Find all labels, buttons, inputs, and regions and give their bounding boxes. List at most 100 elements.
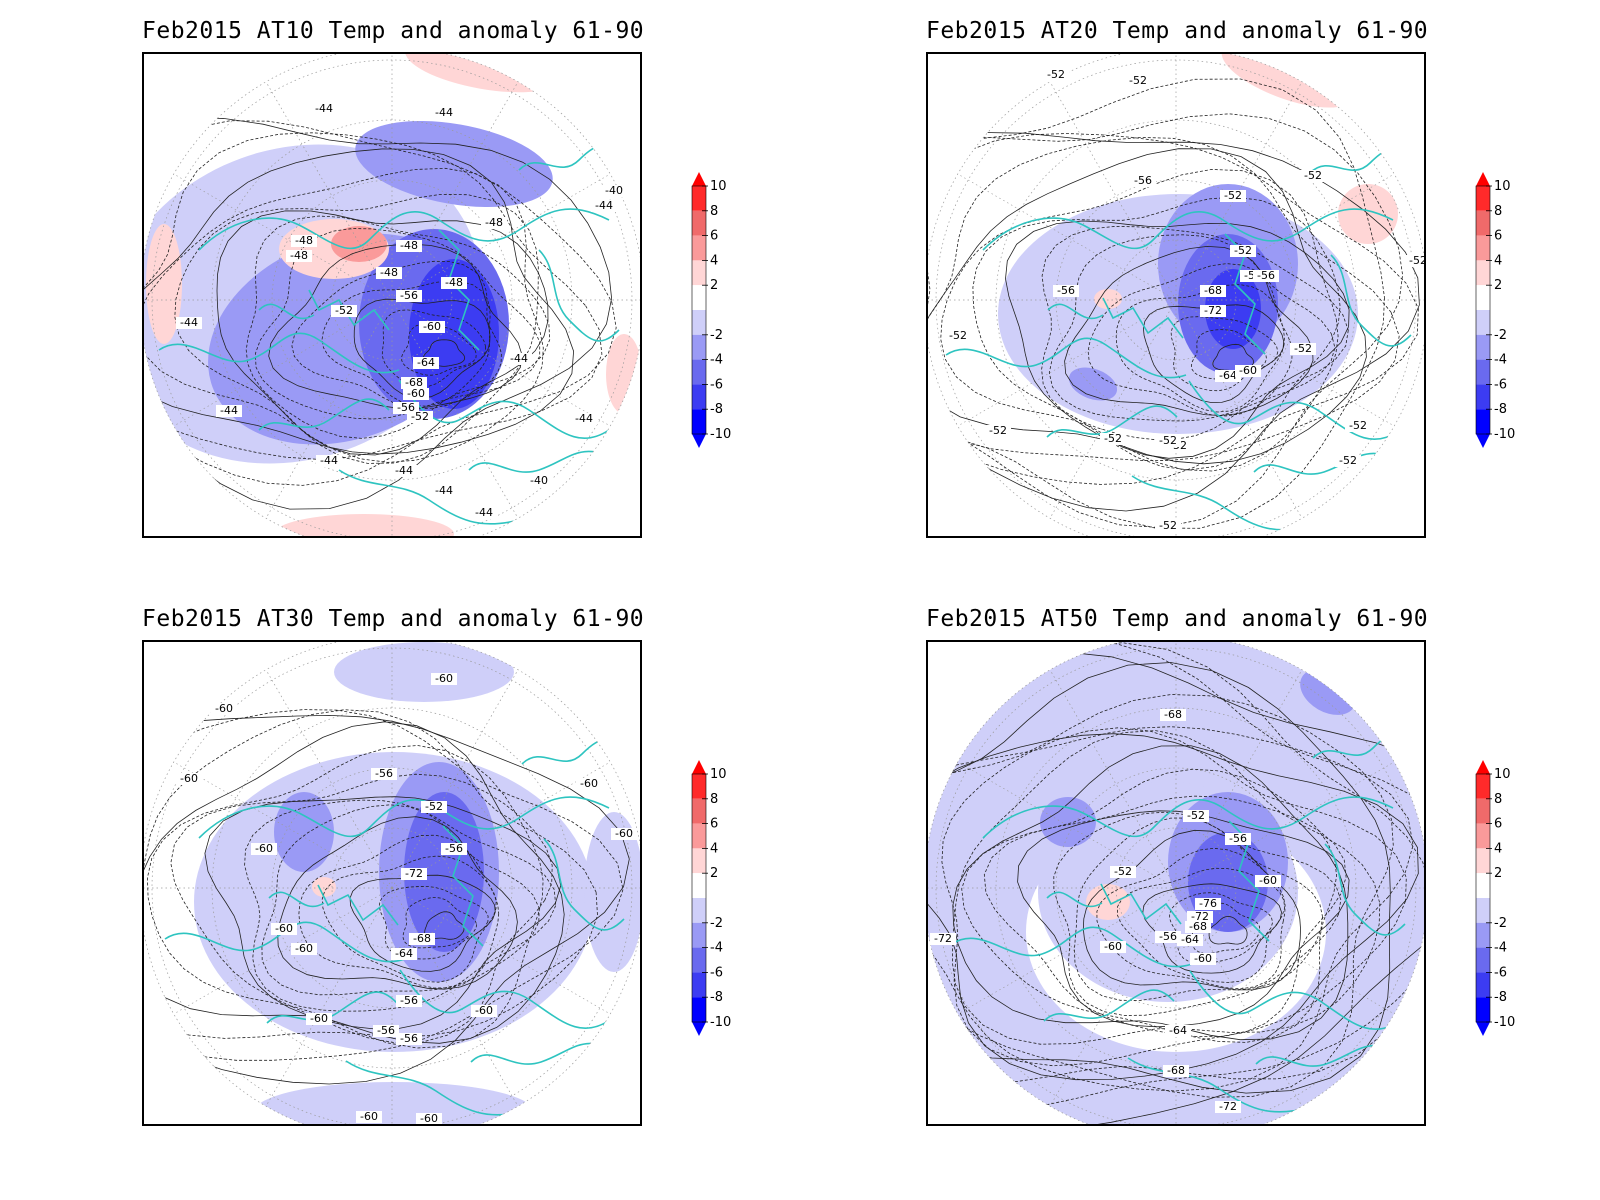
meridian xyxy=(391,761,611,889)
colorbar-tick-label: -4 xyxy=(1494,941,1507,956)
colorbar-segment xyxy=(692,997,706,1022)
contour-label: -56 xyxy=(373,1024,399,1037)
contour-label-text: -40 xyxy=(605,184,623,197)
contour-label-text: -44 xyxy=(595,199,613,212)
colorbar-tick-label: 8 xyxy=(710,792,718,807)
colorbar-segment xyxy=(1476,848,1490,874)
coastline xyxy=(470,1042,622,1065)
temperature-contour xyxy=(928,694,1394,1098)
contour-label-text: -48 xyxy=(485,216,503,229)
colorbar-tick-label: -2 xyxy=(1494,328,1507,343)
panel-title: Feb2015 AT20 Temp and anomaly 61-90 xyxy=(926,18,1429,44)
coastline xyxy=(442,825,484,947)
colorbar-segment xyxy=(1476,922,1490,948)
contour-label-text: -68 xyxy=(413,932,431,945)
contour-label: -52 xyxy=(1300,169,1326,182)
coastline xyxy=(982,796,1394,839)
contour-label-text: -56 xyxy=(397,401,415,414)
coastline xyxy=(543,838,625,931)
meridian xyxy=(1049,887,1177,1107)
contour-label-text: -52 xyxy=(411,410,429,423)
colorbar-segment xyxy=(1476,210,1490,236)
coastline xyxy=(1189,970,1401,1031)
colorbar-segment xyxy=(692,898,706,923)
colorbar-tick-label: -6 xyxy=(710,965,723,980)
coastline xyxy=(317,884,399,926)
contour-label-text: -40 xyxy=(530,474,548,487)
contour-label-text: -52 xyxy=(1224,189,1242,202)
contour-label: -48 xyxy=(376,266,402,279)
anomaly-area xyxy=(355,120,553,208)
colorbar-tick-label: 10 xyxy=(710,767,727,782)
contour-label: -72 xyxy=(401,867,427,880)
coastline xyxy=(1100,883,1182,925)
contour-label: -56 xyxy=(1253,269,1279,282)
colorbar-tick-label: 4 xyxy=(1494,841,1502,856)
polar-map: -52 -52 -52 -52 -52 -56 -52 -52 -56 -68 -72 -64-60 -… xyxy=(926,52,1426,538)
meridian xyxy=(391,669,519,889)
colorbar-segment xyxy=(692,384,706,410)
colorbar-segment xyxy=(1476,310,1490,335)
temperature-contour xyxy=(401,323,477,376)
coastline xyxy=(266,991,398,1024)
colorbar-tick-label: -2 xyxy=(710,916,723,931)
contour-label: -56 xyxy=(441,842,467,855)
contour-label: -52 xyxy=(1043,68,1069,81)
colorbar-segment xyxy=(1476,972,1490,998)
meridian xyxy=(391,173,611,301)
colorbar-segment xyxy=(1476,359,1490,385)
polar-map: -68 -52 -56 -60 -52 -56 -60 -76 -72 -68 -64 -60 -64-… xyxy=(926,640,1426,1126)
temperature-contour xyxy=(928,662,1391,1094)
colorbar-segment xyxy=(1476,384,1490,410)
polar-map: -44 -44 -44 -44 -44 -44 -44 -44 -44 -40 -40 -44 -48-… xyxy=(142,52,642,538)
contour-label: -64 xyxy=(413,356,439,369)
latitude-circle xyxy=(271,767,513,1009)
contour-label: -64 xyxy=(1215,369,1241,382)
colorbar-tick-label: 4 xyxy=(710,841,718,856)
contour-label: -52 xyxy=(1125,74,1151,87)
colorbar-arrow-top xyxy=(692,172,706,186)
temperature-contour xyxy=(144,721,565,1044)
contour-label-text: -60 xyxy=(420,1112,438,1124)
colorbar-outline xyxy=(1475,185,1491,435)
colorbar-segment xyxy=(692,210,706,236)
colorbar-tick-label: 6 xyxy=(710,817,718,832)
contour-label: -60 xyxy=(251,842,277,855)
colorbar-tick-label: 8 xyxy=(1494,792,1502,807)
colorbar-segment xyxy=(692,285,706,310)
contour-label-text: -68 xyxy=(1204,284,1222,297)
panel-title: Feb2015 AT10 Temp and anomaly 61-90 xyxy=(142,18,645,44)
contour-label: -52 xyxy=(1110,865,1136,878)
contour-label: -60 xyxy=(403,387,429,400)
colorbar-tick-label: 4 xyxy=(710,253,718,268)
temperature-contour xyxy=(424,911,465,940)
colorbar-tick-label: 6 xyxy=(1494,229,1502,244)
colorbar-tick-label: -2 xyxy=(710,328,723,343)
colorbar-segment xyxy=(1476,186,1490,211)
colorbar-arrow-bottom xyxy=(1476,434,1490,448)
temperature-contour xyxy=(928,78,1385,529)
contour-label-text: -56 xyxy=(375,767,393,780)
colorbar-tick-label: -10 xyxy=(1494,1015,1515,1030)
temperature-contour xyxy=(381,309,486,388)
contour-label-text: -56 xyxy=(1134,174,1152,187)
temperature-contour xyxy=(1116,867,1285,983)
contour-label: -60 xyxy=(356,1110,382,1123)
contour-label: -64 xyxy=(391,947,417,960)
meridian xyxy=(391,299,519,519)
contour-label: -56 xyxy=(1225,832,1251,845)
colorbar-tick-label: 8 xyxy=(710,204,718,219)
colorbar-tick-label: 8 xyxy=(1494,204,1502,219)
contour-label-text: -60 xyxy=(255,842,273,855)
temperature-contour xyxy=(422,339,466,367)
contour-label: -56 xyxy=(396,1032,422,1045)
contour-label: -40 xyxy=(526,474,552,487)
temperature-contour xyxy=(941,727,1407,1067)
contour-label-text: -56 xyxy=(1229,832,1247,845)
temperature-contour xyxy=(378,885,489,960)
colorbar-segment xyxy=(1476,898,1490,923)
contour-label-text: -64 xyxy=(1181,933,1199,946)
contour-label-text: -52 xyxy=(1339,454,1357,467)
colorbar-segment xyxy=(692,186,706,211)
colorbar-segment xyxy=(692,359,706,385)
